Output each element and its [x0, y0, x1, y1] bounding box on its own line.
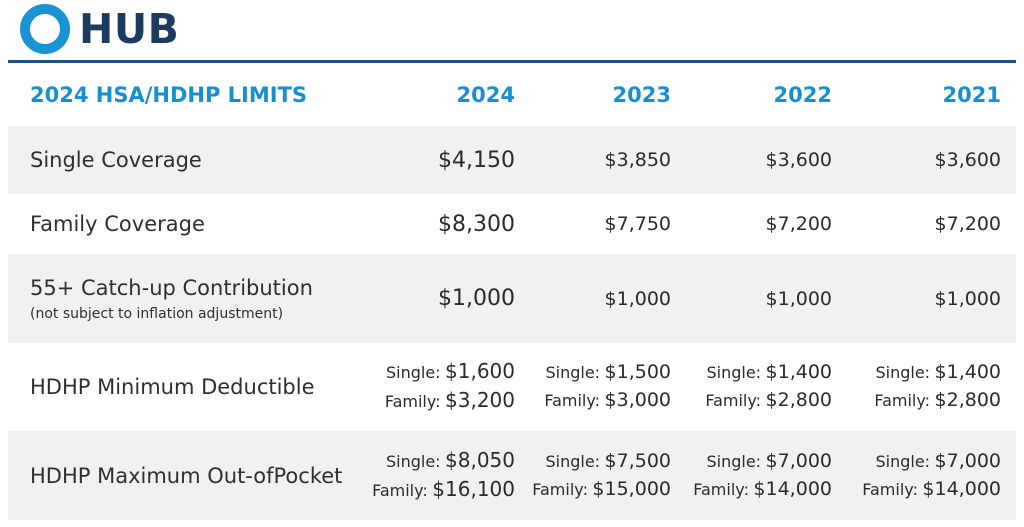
row-label: Family Coverage — [30, 212, 205, 236]
year-header-2024: 2024 — [456, 83, 515, 107]
value-2021: $1,000 — [934, 287, 1001, 310]
row-label: Single Coverage — [30, 148, 202, 172]
value-pair-2023: Single: $1,500 Family: $3,000 — [544, 359, 671, 415]
single-label: Single: — [875, 363, 931, 382]
value-2021: $3,600 — [934, 149, 1001, 171]
single-label: Single: — [545, 363, 601, 382]
family-value: $2,800 — [765, 389, 832, 411]
header: HUB — [0, 0, 1024, 63]
family-label: Family: — [705, 391, 762, 410]
single-label: Single: — [385, 451, 441, 471]
value-2021: $7,200 — [934, 213, 1001, 235]
table-row: HDHP Minimum Deductible Single: $1,600 F… — [8, 343, 1016, 431]
family-label: Family: — [372, 480, 428, 500]
family-value: $3,200 — [445, 388, 515, 412]
family-label: Family: — [544, 391, 601, 410]
family-value: $16,100 — [432, 476, 515, 501]
single-label: Single: — [706, 363, 762, 382]
single-value: $7,500 — [604, 449, 671, 472]
ring-logo-icon — [20, 4, 70, 54]
family-value: $2,800 — [934, 389, 1001, 411]
row-label: HDHP Maximum Out-ofPocket — [30, 463, 343, 488]
family-label: Family: — [532, 479, 588, 499]
value-pair-2022: Single: $7,000 Family: $14,000 — [693, 448, 832, 504]
family-value: $15,000 — [592, 477, 671, 500]
single-value: $1,500 — [604, 361, 671, 383]
year-header-2021: 2021 — [942, 83, 1001, 107]
table-title: 2024 HSA/HDHP LIMITS — [30, 83, 308, 107]
family-label: Family: — [693, 479, 749, 499]
hub-logo: HUB — [20, 4, 179, 54]
family-value: $14,000 — [922, 477, 1001, 500]
family-label: Family: — [862, 479, 918, 499]
value-2024: $4,150 — [438, 147, 515, 173]
single-value: $7,000 — [765, 449, 832, 472]
value-2022: $1,000 — [765, 287, 832, 310]
value-pair-2022: Single: $1,400 Family: $2,800 — [705, 359, 832, 415]
year-header-2023: 2023 — [612, 83, 671, 107]
single-value: $7,000 — [934, 449, 1001, 472]
value-2024: $1,000 — [438, 286, 515, 311]
value-2022: $7,200 — [765, 213, 832, 235]
table-row: Single Coverage $4,150 $3,850 $3,600 $3,… — [8, 126, 1016, 194]
single-label: Single: — [545, 451, 601, 471]
row-sublabel: (not subject to inflation adjustment) — [30, 305, 284, 322]
table-row: Family Coverage $8,300 $7,750 $7,200 $7,… — [8, 194, 1016, 254]
single-value: $1,600 — [445, 359, 515, 383]
value-2023: $3,850 — [604, 149, 671, 171]
table-header-row: 2024 HSA/HDHP LIMITS 2024 2023 2022 2021 — [8, 64, 1016, 126]
limits-table: 2024 HSA/HDHP LIMITS 2024 2023 2022 2021… — [8, 64, 1016, 520]
table-row: 55+ Catch-up Contribution (not subject t… — [8, 254, 1016, 343]
family-value: $14,000 — [753, 477, 832, 500]
family-value: $3,000 — [604, 389, 671, 411]
single-value: $8,050 — [445, 447, 515, 472]
brand-name: HUB — [79, 5, 180, 53]
family-label: Family: — [874, 391, 931, 410]
single-label: Single: — [706, 451, 762, 471]
header-divider — [8, 60, 1016, 63]
value-pair-2024: Single: $1,600 Family: $3,200 — [385, 358, 515, 416]
table-row: HDHP Maximum Out-ofPocket Single: $8,050… — [8, 431, 1016, 520]
value-2023: $7,750 — [604, 213, 671, 235]
single-label: Single: — [875, 451, 931, 471]
value-pair-2021: Single: $1,400 Family: $2,800 — [874, 359, 1001, 415]
row-label: HDHP Minimum Deductible — [30, 375, 315, 399]
value-2022: $3,600 — [765, 149, 832, 171]
value-pair-2021: Single: $7,000 Family: $14,000 — [862, 448, 1001, 504]
single-value: $1,400 — [934, 361, 1001, 383]
year-header-2022: 2022 — [773, 83, 832, 107]
family-label: Family: — [384, 392, 441, 411]
row-label: 55+ Catch-up Contribution — [30, 275, 313, 300]
value-pair-2023: Single: $7,500 Family: $15,000 — [532, 448, 671, 504]
value-2023: $1,000 — [604, 287, 671, 310]
value-2024: $8,300 — [438, 211, 515, 237]
single-label: Single: — [385, 363, 441, 382]
single-value: $1,400 — [765, 361, 832, 383]
row-label-group: 55+ Catch-up Contribution (not subject t… — [30, 276, 313, 322]
value-pair-2024: Single: $8,050 Family: $16,100 — [372, 447, 515, 505]
